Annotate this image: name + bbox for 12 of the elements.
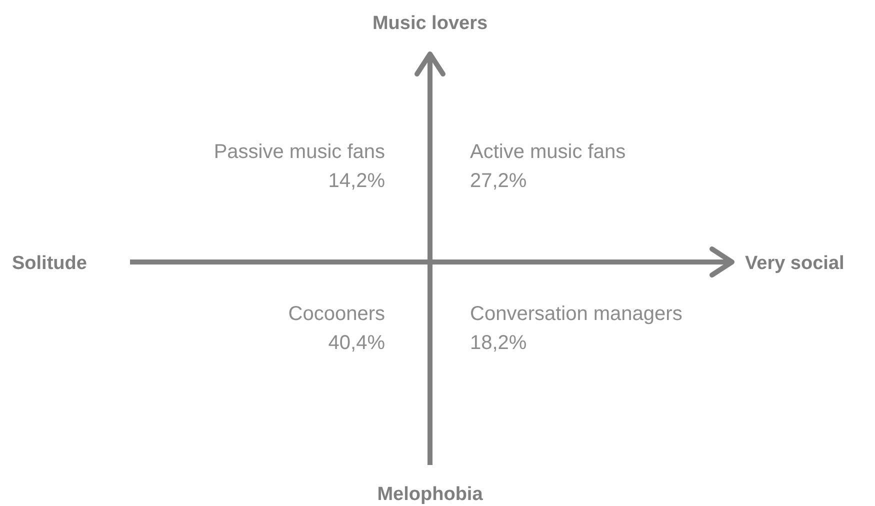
category-label: Conversation managers [470,303,682,325]
text: Music lovers [372,13,488,34]
text: Solitude [12,253,87,274]
data-label: 14,2% [328,170,386,192]
text: Very social [745,253,844,274]
category-label: Cocooners [288,303,385,325]
data-label: 27,2% [470,170,527,192]
text: Melophobia [377,484,484,505]
data-label: 18,2% [470,332,527,354]
category-label: Active music fans [470,141,626,163]
data-label: 40,4% [328,332,386,354]
category-label: Passive music fans [214,141,385,163]
